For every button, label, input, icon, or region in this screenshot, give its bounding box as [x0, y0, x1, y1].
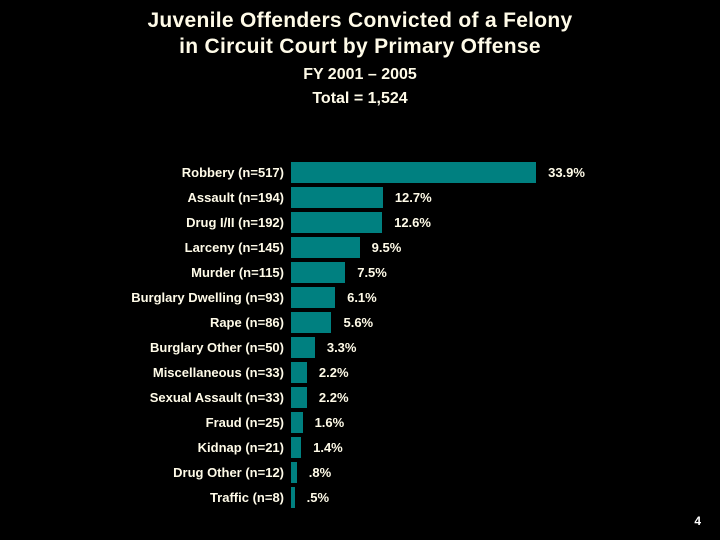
chart-row: Sexual Assault (n=33) 2.2% [0, 387, 720, 408]
chart-row: Burglary Dwelling (n=93) 6.1% [0, 287, 720, 308]
value-label: 1.4% [313, 440, 343, 455]
category-label: Assault (n=194) [187, 190, 284, 205]
chart-row: Miscellaneous (n=33) 2.2% [0, 362, 720, 383]
chart-subtitle-total: Total = 1,524 [312, 90, 408, 107]
chart-row: Drug Other (n=12) .8% [0, 462, 720, 483]
value-label: .5% [306, 490, 330, 505]
chart-row: Assault (n=194) 12.7% [0, 187, 720, 208]
chart-row: Robbery (n=517) 33.9% [0, 162, 720, 183]
bar [291, 462, 297, 483]
chart-row: Fraud (n=25) 1.6% [0, 412, 720, 433]
chart-row: Burglary Other (n=50) 3.3% [0, 337, 720, 358]
category-label: Fraud (n=25) [205, 415, 284, 430]
chart-title-line1: Juvenile Offenders Convicted of a Felony [147, 9, 573, 32]
value-label: 2.2% [318, 365, 349, 380]
value-label: .8% [308, 465, 332, 480]
chart-row: Murder (n=115) 7.5% [0, 262, 720, 283]
value-label: 2.2% [318, 390, 349, 405]
category-label: Sexual Assault (n=33) [149, 390, 284, 405]
category-label: Robbery (n=517) [181, 165, 284, 180]
chart-subtitle-years: FY 2001 – 2005 [303, 66, 417, 83]
value-label: 12.6% [394, 215, 431, 230]
bar [291, 187, 383, 208]
category-label: Murder (n=115) [191, 265, 284, 280]
bar [291, 387, 307, 408]
value-label: 33.9% [548, 165, 585, 180]
category-label: Rape (n=86) [209, 315, 284, 330]
value-label: 1.6% [314, 415, 345, 430]
category-label: Burglary Dwelling (n=93) [131, 290, 284, 305]
bar [291, 262, 346, 283]
bar [291, 362, 307, 383]
category-label: Kidnap (n=21) [197, 440, 284, 455]
chart-row: Traffic (n=8) .5% [0, 487, 720, 508]
bar [291, 312, 332, 333]
category-label: Drug Other (n=12) [173, 465, 284, 480]
value-label: 5.6% [343, 315, 374, 330]
bar [291, 287, 336, 308]
page-number: 4 [694, 514, 701, 528]
value-label: 12.7% [394, 190, 432, 205]
bar [291, 162, 537, 183]
bar [291, 412, 303, 433]
value-label: 6.1% [347, 290, 377, 305]
category-label: Miscellaneous (n=33) [152, 365, 284, 380]
category-label: Burglary Other (n=50) [149, 340, 284, 355]
bar [291, 237, 360, 258]
bar [291, 487, 295, 508]
value-label: 7.5% [357, 265, 387, 280]
category-label: Traffic (n=8) [209, 490, 284, 505]
value-label: 9.5% [371, 240, 402, 255]
chart-row: Drug I/II (n=192) 12.6% [0, 212, 720, 233]
bar [291, 437, 302, 458]
chart-title-line2: in Circuit Court by Primary Offense [179, 35, 541, 58]
bar [291, 212, 383, 233]
chart-row: Rape (n=86) 5.6% [0, 312, 720, 333]
value-label: 3.3% [326, 340, 357, 355]
bar [291, 337, 315, 358]
category-label: Larceny (n=145) [184, 240, 284, 255]
category-label: Drug I/II (n=192) [186, 215, 284, 230]
chart-row: Larceny (n=145) 9.5% [0, 237, 720, 258]
chart-row: Kidnap (n=21) 1.4% [0, 437, 720, 458]
